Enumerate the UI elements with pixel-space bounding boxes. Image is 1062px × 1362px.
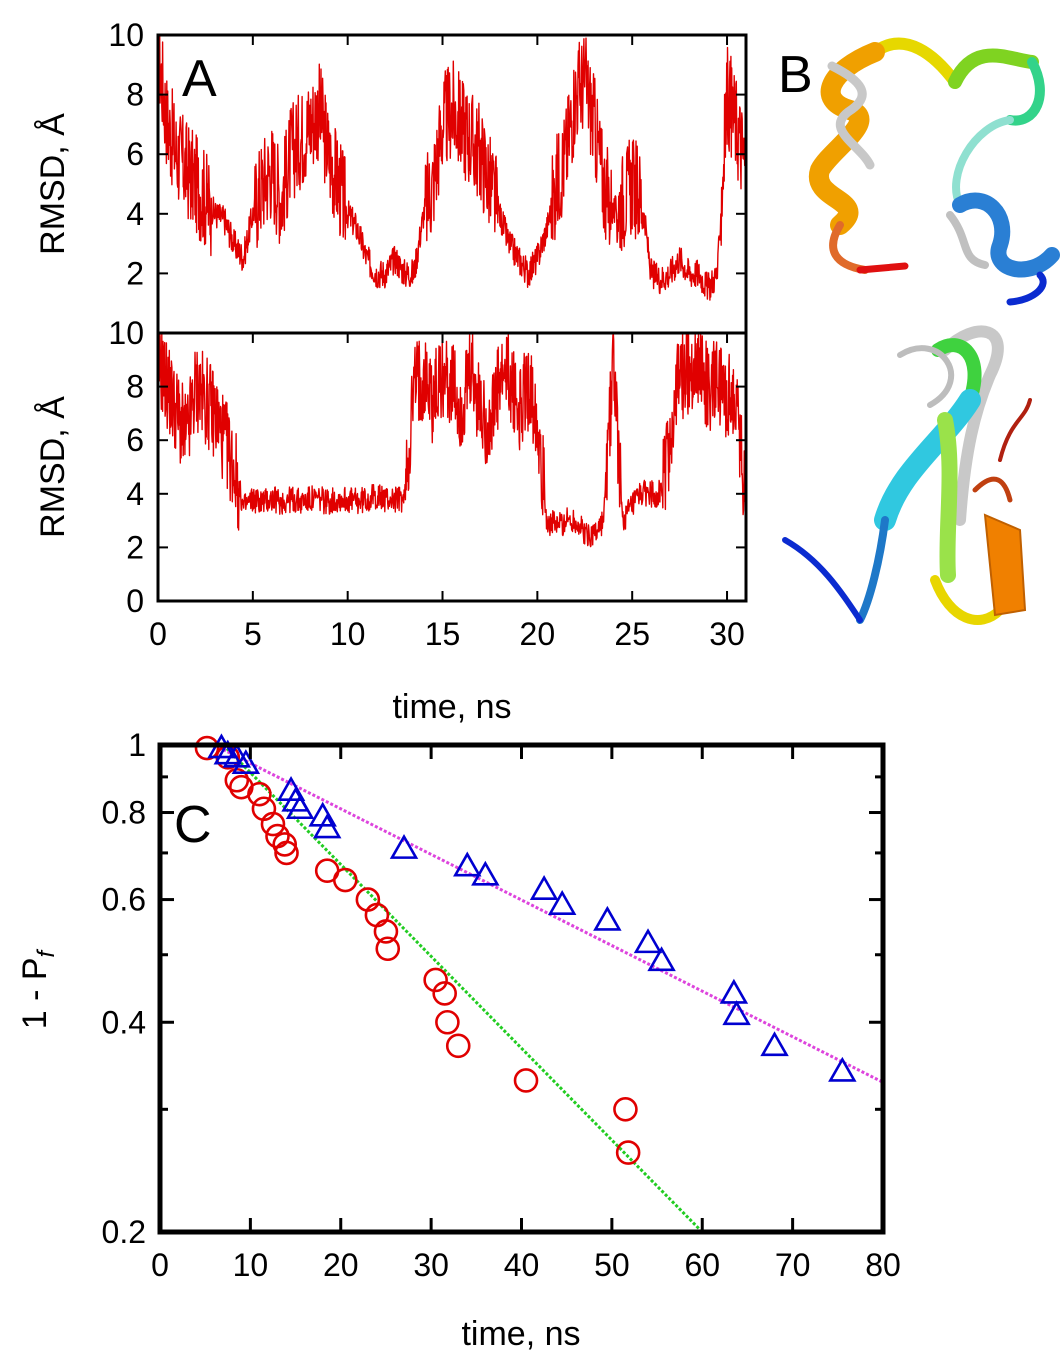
y-tick-label: 0.4 (102, 1004, 146, 1040)
x-tick-label: 30 (709, 616, 745, 652)
y-axis-label-subscript: f (33, 948, 60, 957)
y-tick-label: 0.8 (102, 795, 146, 831)
x-tick-label: 60 (684, 1247, 720, 1283)
rmsd-series-line (157, 34, 747, 301)
x-tick-label: 5 (244, 616, 262, 652)
x-tick-label: 0 (149, 616, 167, 652)
triangle-marker (828, 1056, 857, 1082)
x-tick-label: 10 (330, 616, 366, 652)
y-axis-label-main: 1 - P (16, 957, 54, 1029)
x-axis-label: time, ns (461, 1315, 580, 1353)
circle-marker (613, 1097, 638, 1122)
triangle-marker (231, 749, 261, 775)
fit-line (213, 743, 884, 1084)
plot-frame (156, 331, 748, 603)
circle-marker (194, 735, 220, 761)
y-tick-label: 2 (126, 255, 144, 291)
circle-marker (260, 811, 286, 837)
panel-label-a: A (182, 50, 217, 108)
x-tick-label: 10 (233, 1247, 269, 1283)
helix-structure-illustration (808, 37, 1060, 306)
panel-label-b: B (778, 46, 813, 104)
panel-a-top-chart: 2 4 6 8 10 RMSD, Å A (34, 17, 748, 335)
y-tick-label: 0 (126, 583, 144, 619)
circle-marker (332, 867, 358, 893)
plot-frame (156, 33, 748, 335)
x-tick-label: 25 (614, 616, 650, 652)
circle-marker (445, 1033, 471, 1059)
panel-c-chart: 0.2 0.4 0.6 0.8 1 0 10 20 30 40 50 60 70 80 1 - Pf t… (16, 727, 901, 1353)
y-tick-label: 8 (126, 369, 144, 405)
x-tick-label: 30 (413, 1247, 449, 1283)
fit-line (222, 743, 704, 1234)
y-tick-label: 2 (126, 529, 144, 565)
panel-label-c: C (174, 796, 212, 854)
triangle-marker (453, 851, 482, 877)
circle-marker (272, 832, 298, 857)
x-axis-label: time, ns (392, 688, 511, 726)
y-tick-label: 6 (126, 422, 144, 458)
y-axis-label: 1 - Pf (16, 948, 60, 1029)
y-tick-label: 10 (108, 315, 144, 351)
y-tick-label: 4 (126, 196, 144, 232)
y-tick-labels: 2 4 6 8 10 (108, 17, 746, 291)
x-tick-label: 15 (425, 616, 461, 652)
y-tick-labels: 0 2 4 6 8 10 (108, 315, 746, 619)
triangle-marker (471, 860, 500, 886)
y-axis-label: RMSD, Å (34, 113, 72, 255)
circle-marker (247, 781, 272, 807)
triangle-marker (722, 1000, 751, 1026)
y-tick-label: 10 (108, 17, 144, 53)
x-tick-label: 20 (323, 1247, 359, 1283)
circle-marker (274, 840, 299, 866)
y-tick-label: 8 (126, 77, 144, 113)
hairpin-structure-illustration (782, 325, 1032, 625)
fit-lines (213, 743, 884, 1234)
triangle-marker (529, 875, 559, 900)
circle-marker (615, 1140, 641, 1165)
x-tick-labels: 0 10 20 30 40 50 60 70 80 (151, 1247, 901, 1283)
y-tick-label: 0.2 (102, 1214, 146, 1250)
x-tick-label: 40 (504, 1247, 540, 1283)
data-points (194, 733, 857, 1165)
panel-b-structures: B (778, 37, 1060, 625)
x-tick-label: 50 (594, 1247, 630, 1283)
panel-a-bottom-chart: 0 2 4 6 8 10 0 5 10 15 20 25 30 RMSD, Å time, ns (34, 35, 748, 726)
triangle-marker (760, 1031, 789, 1057)
triangle-marker (633, 928, 663, 954)
x-tick-label: 0 (151, 1247, 169, 1283)
plot-frame (157, 742, 886, 1235)
circle-marker (432, 981, 457, 1006)
y-axis-label: RMSD, Å (34, 396, 72, 538)
y-tick-label: 1 (128, 727, 146, 763)
y-tick-label: 0.6 (102, 882, 146, 918)
x-tick-label: 70 (775, 1247, 811, 1283)
circle-marker (435, 1009, 460, 1035)
circle-marker (373, 919, 399, 944)
triangle-marker (719, 978, 749, 1004)
x-tick-label: 20 (520, 616, 556, 652)
triangle-marker (593, 905, 622, 931)
triangle-marker (285, 794, 315, 820)
triangle-marker (547, 890, 577, 915)
rmsd-series-line (157, 332, 747, 548)
circle-marker (513, 1068, 539, 1093)
x-tick-label: 80 (865, 1247, 901, 1283)
triangle-marker (389, 834, 419, 859)
y-tick-labels: 0.2 0.4 0.6 0.8 1 (102, 727, 146, 1250)
triangle-marker (647, 946, 676, 972)
y-tick-label: 4 (126, 476, 144, 512)
circle-marker (375, 936, 401, 962)
triangle-marker (312, 813, 342, 839)
y-tick-label: 6 (126, 136, 144, 172)
circle-marker (423, 967, 448, 993)
x-tick-labels: 0 5 10 15 20 25 30 (149, 35, 745, 652)
